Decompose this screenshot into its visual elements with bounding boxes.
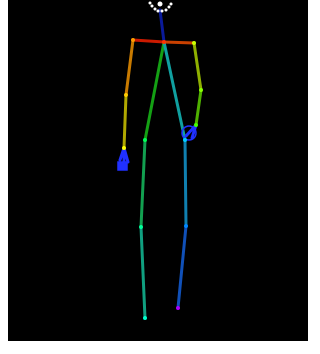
left-thigh — [185, 140, 186, 226]
neck-left-shoulder — [164, 42, 194, 43]
background — [8, 0, 308, 341]
pose-image — [0, 0, 310, 354]
neck-right-shoulder — [133, 40, 164, 42]
right-forearm — [124, 95, 126, 148]
